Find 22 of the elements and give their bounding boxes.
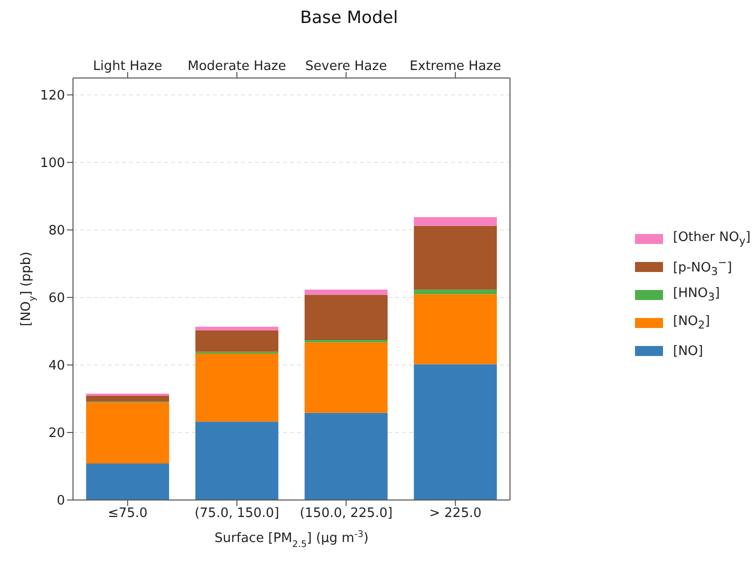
x-tick-label: (150.0, 225.0] [300,506,393,522]
y-tick-label: 100 [40,156,65,172]
x-axis-title: Surface [PM$_{2.5}$] (µg m$^{-3}$) [214,530,369,550]
text: Extreme Haze [410,59,502,74]
y-tick-label: 0 [56,494,65,509]
text: Moderate Haze [188,59,286,74]
legend-label: [NO] [673,344,704,358]
x-tick-label: > 225.0 [429,506,482,522]
y-tick-label: 40 [48,358,65,374]
x-tick-label: ≤75.0 [108,506,148,522]
chart-title: Base Model [299,8,399,28]
y-tick-label: 20 [48,426,65,442]
y-tick-label: 60 [48,291,65,306]
legend-label: [p-NO$_{3}$$^{−}$] [673,256,732,278]
legend-label: [Other NO$_{y}$] [673,230,751,248]
text: Severe Haze [305,59,387,74]
x-tick-label: (75.0, 150.0] [194,506,280,522]
legend-label: [HNO$_{3}$] [673,286,720,304]
y-tick-label: 80 [48,224,65,239]
y-tick-label: 120 [40,88,65,104]
text: Light Haze [93,59,162,74]
legend-label: [NO$_{2}$] [673,314,710,332]
